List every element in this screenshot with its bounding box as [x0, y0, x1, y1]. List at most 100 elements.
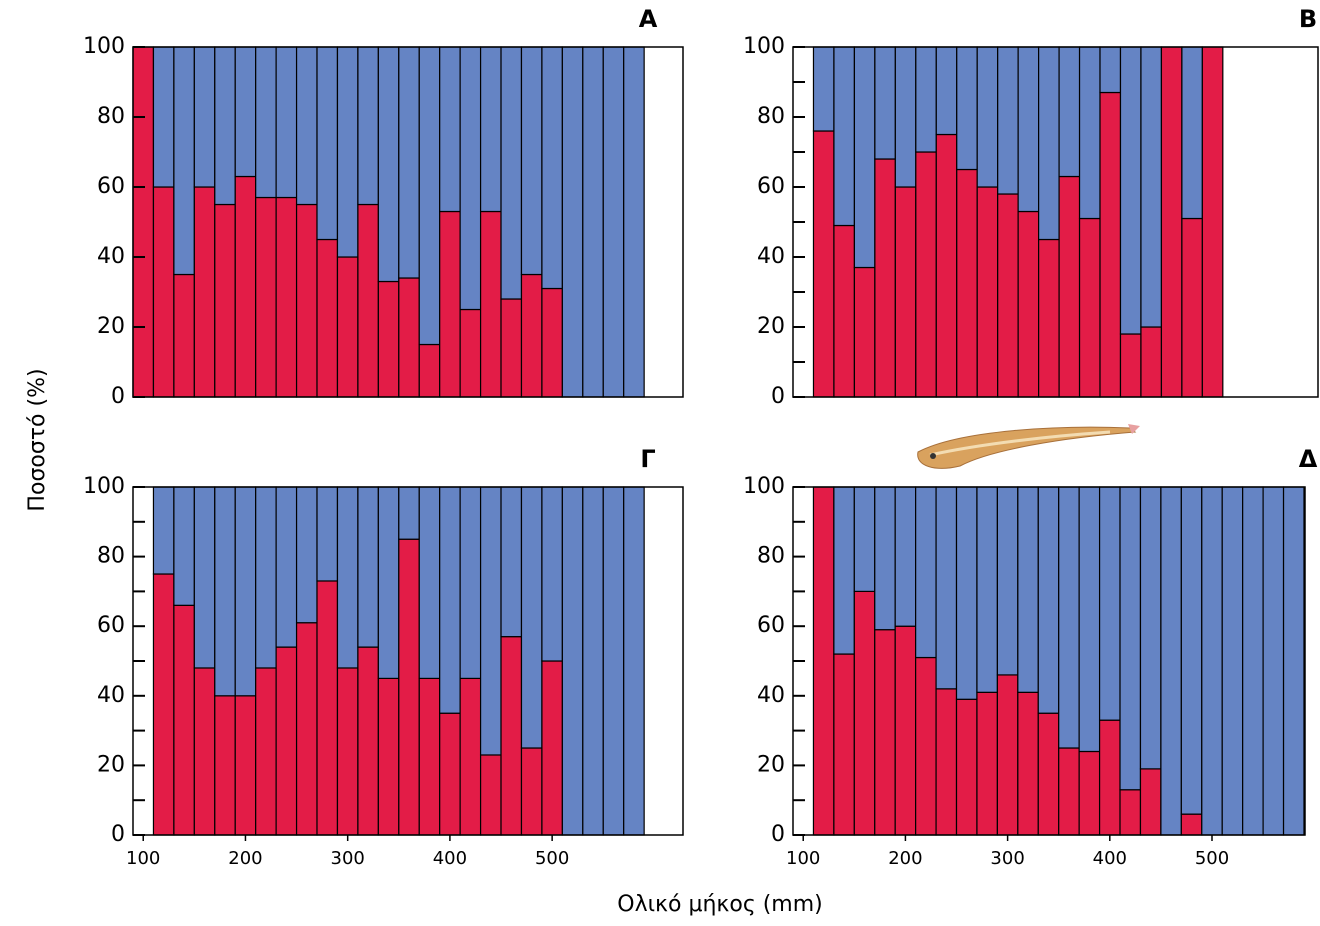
bar-segment	[1058, 46, 1081, 178]
y-tick-label: 0	[111, 384, 125, 409]
bar-segment	[418, 46, 441, 346]
bar-segment	[541, 660, 563, 836]
bar-segment	[152, 186, 175, 398]
bar-segment	[833, 46, 856, 227]
bar-segment	[1139, 486, 1162, 770]
plot-frame	[132, 46, 684, 398]
bar-segment	[894, 625, 917, 836]
bar-segment	[459, 677, 482, 836]
bar-segment	[439, 46, 461, 213]
bar-segment	[336, 486, 359, 669]
bar-segment	[398, 277, 420, 398]
bar-segment	[1262, 486, 1285, 836]
bar-segment	[541, 287, 563, 398]
bar-segment	[1119, 789, 1142, 836]
bar-segment	[1017, 210, 1040, 398]
bar-segment	[520, 747, 543, 836]
y-tick-label: 20	[757, 314, 785, 339]
y-tick-label: 80	[757, 544, 785, 569]
panel-title: Β	[1299, 5, 1317, 33]
y-tick-label: 20	[97, 752, 125, 777]
bar-segment	[193, 486, 216, 669]
bar-segment	[582, 486, 604, 836]
bar-segment	[874, 46, 896, 160]
bar-segment	[295, 486, 318, 624]
bar-segment	[1017, 486, 1039, 693]
bar-segment	[500, 46, 523, 300]
bar-segment	[935, 133, 958, 398]
bar-segment	[833, 653, 855, 836]
bar-segment	[853, 590, 876, 836]
bar-segment	[1058, 747, 1080, 836]
x-tick-label: 300	[331, 848, 365, 869]
panel-title: Α	[639, 5, 658, 33]
y-tick-label: 20	[97, 314, 125, 339]
bar-segment	[1037, 486, 1060, 714]
bar-segment	[541, 486, 563, 662]
y-tick-label: 60	[97, 613, 125, 638]
bar-segment	[418, 486, 441, 679]
y-tick-label: 0	[771, 822, 785, 847]
bar-segment	[255, 46, 277, 199]
x-tick-label: 100	[126, 848, 160, 869]
y-tick-label: 80	[97, 544, 125, 569]
bar-segment	[1078, 750, 1101, 836]
bar-segment	[915, 656, 937, 836]
y-tick-label: 40	[757, 244, 785, 269]
bar-segment	[316, 238, 339, 398]
bar-segment	[316, 46, 339, 241]
bar-segment	[459, 308, 482, 398]
bar-segment	[955, 486, 978, 700]
bar-segment	[234, 486, 257, 697]
bar-segment	[214, 486, 236, 697]
bar-segment	[1078, 46, 1101, 220]
bar-segment	[336, 256, 359, 398]
bar-segment	[520, 273, 543, 398]
bar-segment	[996, 674, 1019, 836]
bar-segment	[479, 210, 502, 398]
bar-segment	[255, 486, 277, 669]
bar-segment	[234, 46, 257, 178]
bar-segment	[976, 46, 999, 188]
bar-segment	[894, 46, 917, 188]
bar-segment	[853, 266, 876, 398]
bar-segment	[173, 46, 195, 276]
bar-segment	[255, 667, 277, 836]
bar-segment	[1038, 46, 1060, 241]
bar-segment	[853, 46, 876, 269]
bar-segment	[1098, 486, 1121, 721]
x-axis-label: Ολικό μήκος (mm)	[617, 892, 823, 917]
bar-segment	[275, 486, 298, 648]
bar-segment	[1037, 712, 1060, 836]
bar-segment	[874, 158, 896, 398]
bar-segment	[398, 538, 420, 836]
bar-segment	[1017, 691, 1039, 836]
panel-title: Γ	[640, 445, 655, 473]
bar-segment	[336, 46, 359, 258]
bar-segment	[1038, 238, 1060, 398]
bar-segment	[915, 486, 937, 659]
bar-segment	[357, 46, 379, 206]
bar-segment	[623, 486, 645, 836]
bar-segment	[1282, 486, 1305, 836]
y-tick-label: 100	[83, 34, 125, 59]
bar-segment	[997, 193, 1019, 398]
bar-segment	[976, 186, 999, 398]
y-tick-label: 100	[83, 474, 125, 499]
bar-segment	[214, 695, 236, 836]
bar-segment	[295, 622, 318, 836]
y-tick-label: 60	[97, 174, 125, 199]
bar-segment	[956, 46, 978, 171]
y-axis-label: Ποσοστό (%)	[25, 368, 50, 511]
bar-segment	[316, 580, 339, 836]
y-tick-label: 100	[743, 34, 785, 59]
bar-segment	[152, 573, 175, 836]
bar-segment	[1221, 486, 1244, 836]
bar-segment	[255, 196, 277, 398]
bar-segment	[275, 46, 298, 199]
bar-segment	[295, 46, 318, 206]
bar-segment	[1201, 486, 1223, 836]
bar-segment	[193, 186, 216, 398]
bar-segment	[1099, 46, 1122, 94]
bar-segment	[1119, 486, 1142, 791]
